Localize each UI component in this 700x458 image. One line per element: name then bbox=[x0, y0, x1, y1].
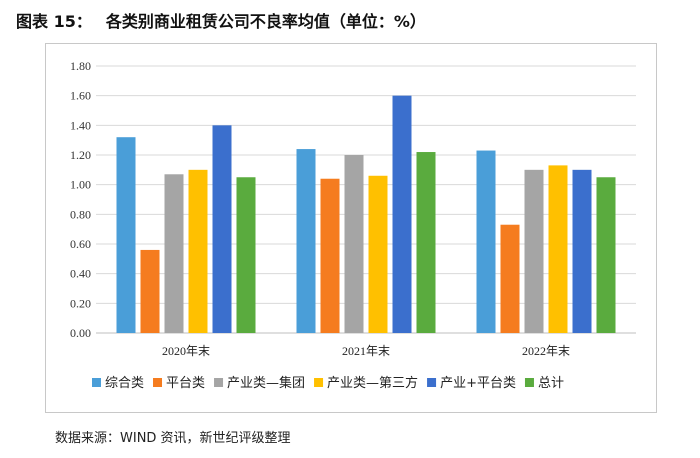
bar bbox=[297, 149, 316, 333]
y-tick-label: 0.40 bbox=[70, 267, 91, 281]
bar bbox=[501, 225, 520, 333]
legend-swatch bbox=[525, 378, 534, 387]
bar bbox=[525, 170, 544, 333]
y-tick-label: 1.80 bbox=[70, 59, 91, 73]
legend-label: 产业类—第三方 bbox=[327, 375, 418, 391]
legend-label: 总计 bbox=[538, 376, 564, 391]
bar bbox=[549, 165, 568, 333]
y-tick-label: 0.20 bbox=[70, 296, 91, 310]
bar-chart: 0.00 0.20 0.40 0.60 0.80 1.00 1.20 1.40 1.60 1.80… bbox=[46, 44, 656, 412]
bar bbox=[597, 177, 616, 333]
bar bbox=[237, 177, 256, 333]
bar bbox=[369, 176, 388, 333]
bar bbox=[165, 174, 184, 333]
legend-label: 平台类 bbox=[166, 376, 205, 391]
legend-swatch bbox=[427, 378, 436, 387]
legend-swatch bbox=[92, 378, 101, 387]
figure-caption: 图表 15： 各类别商业租赁公司不良率均值（单位：%） bbox=[16, 7, 426, 33]
bar bbox=[189, 170, 208, 333]
source-note: 数据来源：WIND 资讯，新世纪评级整理 bbox=[55, 427, 291, 446]
bar bbox=[345, 155, 364, 333]
bar bbox=[393, 96, 412, 333]
legend-swatch bbox=[153, 378, 162, 387]
bar bbox=[477, 151, 496, 333]
chart-frame: 0.00 0.20 0.40 0.60 0.80 1.00 1.20 1.40 1.60 1.80… bbox=[45, 43, 657, 413]
x-category-label: 2021年末 bbox=[342, 344, 390, 358]
y-tick-label: 1.40 bbox=[70, 118, 91, 132]
legend-label: 综合类 bbox=[105, 376, 144, 391]
legend-swatch bbox=[314, 378, 323, 387]
legend-label: 产业+平台类 bbox=[440, 376, 516, 391]
y-tick-label: 1.00 bbox=[70, 178, 91, 192]
legend-label: 产业类—集团 bbox=[227, 375, 305, 391]
legend-swatch bbox=[214, 378, 223, 387]
bar bbox=[573, 170, 592, 333]
bar bbox=[213, 125, 232, 333]
x-category-label: 2022年末 bbox=[522, 344, 570, 358]
bar bbox=[417, 152, 436, 333]
y-tick-label: 0.00 bbox=[70, 326, 91, 340]
y-tick-label: 0.60 bbox=[70, 237, 91, 251]
bar bbox=[141, 250, 160, 333]
bar bbox=[321, 179, 340, 333]
y-tick-label: 1.60 bbox=[70, 89, 91, 103]
y-tick-label: 0.80 bbox=[70, 207, 91, 221]
x-category-label: 2020年末 bbox=[162, 344, 210, 358]
figure-title: 各类别商业租赁公司不良率均值（单位：%） bbox=[106, 8, 426, 32]
y-tick-label: 1.20 bbox=[70, 148, 91, 162]
bar bbox=[117, 137, 136, 333]
figure-label: 图表 15： bbox=[16, 8, 92, 32]
